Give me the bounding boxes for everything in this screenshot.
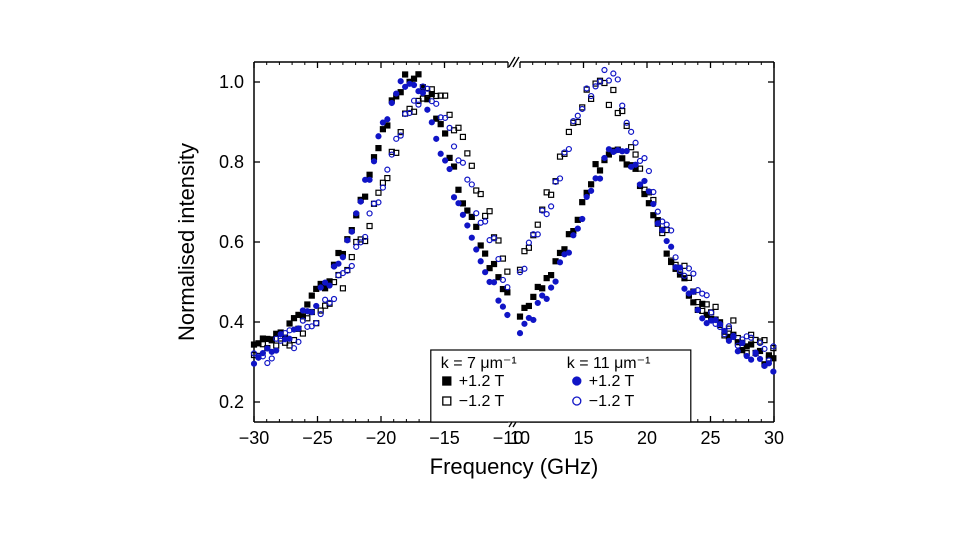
series-k7_pos bbox=[252, 72, 776, 367]
legend-header-right: k = 11 μm⁻¹ bbox=[567, 355, 651, 372]
series-k11_pos bbox=[252, 79, 776, 374]
svg-text:25: 25 bbox=[700, 428, 720, 448]
svg-text:15: 15 bbox=[573, 428, 593, 448]
svg-text:−25: −25 bbox=[302, 428, 333, 448]
legend-header-left: k = 7 μm⁻¹ bbox=[441, 355, 517, 372]
series-k11_neg bbox=[252, 68, 776, 366]
legend-label: +1.2 T bbox=[589, 373, 635, 390]
series-k7_neg bbox=[252, 78, 776, 361]
legend-label: −1.2 T bbox=[589, 393, 635, 410]
y-axis-label: Normalised intensity bbox=[174, 143, 199, 341]
svg-text:20: 20 bbox=[637, 428, 657, 448]
svg-text:−20: −20 bbox=[366, 428, 397, 448]
legend-label: +1.2 T bbox=[459, 373, 505, 390]
svg-text:−30: −30 bbox=[239, 428, 270, 448]
svg-text:0.8: 0.8 bbox=[219, 152, 244, 172]
svg-text:10: 10 bbox=[510, 428, 530, 448]
legend: k = 7 μm⁻¹k = 11 μm⁻¹+1.2 T+1.2 T−1.2 T−… bbox=[431, 350, 691, 422]
x-axis-label: Frequency (GHz) bbox=[430, 454, 599, 479]
legend-label: −1.2 T bbox=[459, 393, 505, 410]
svg-text:0.6: 0.6 bbox=[219, 232, 244, 252]
scatter-chart: 0.20.40.60.81.0−30−25−20−15−101015202530… bbox=[144, 42, 824, 502]
svg-text:0.2: 0.2 bbox=[219, 392, 244, 412]
svg-text:0.4: 0.4 bbox=[219, 312, 244, 332]
svg-text:1.0: 1.0 bbox=[219, 72, 244, 92]
chart-container: 0.20.40.60.81.0−30−25−20−15−101015202530… bbox=[144, 42, 824, 502]
svg-text:30: 30 bbox=[764, 428, 784, 448]
svg-text:−15: −15 bbox=[429, 428, 460, 448]
